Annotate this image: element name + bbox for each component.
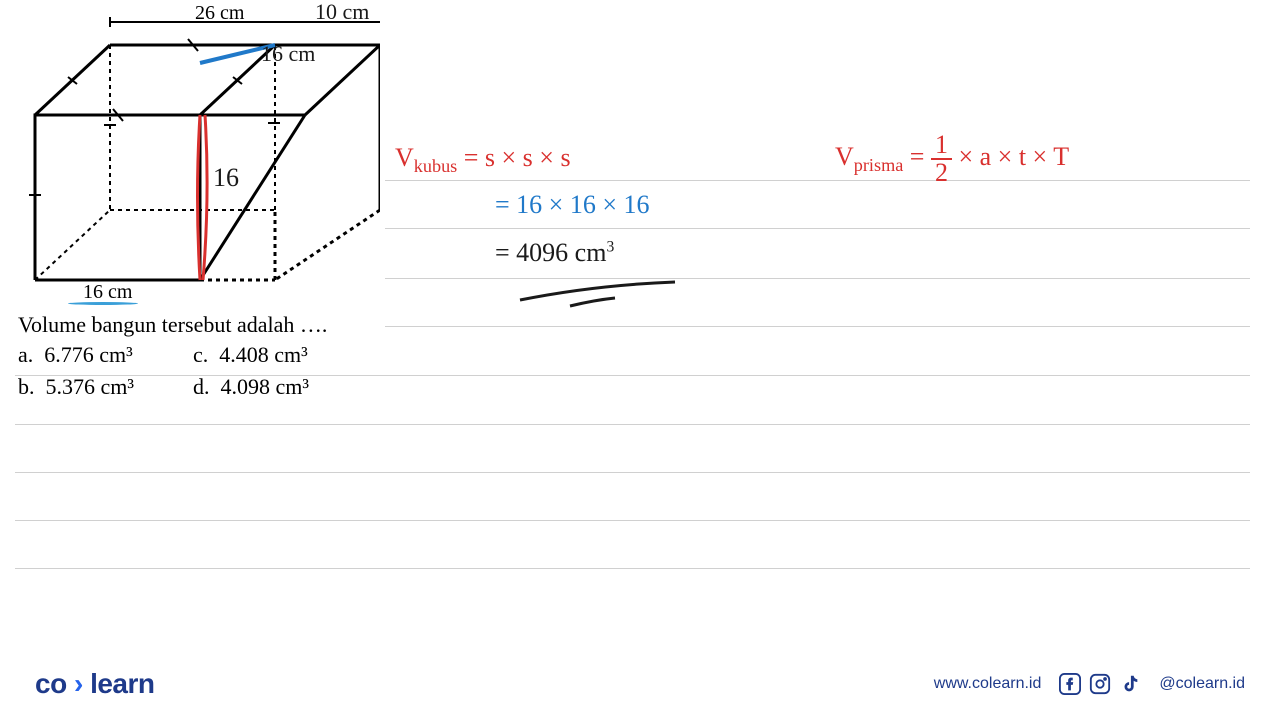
option-c-label: c.	[193, 342, 208, 367]
underline-16cm	[68, 302, 138, 305]
option-row-1: a. 6.776 cm³ c. 4.408 cm³	[18, 342, 309, 368]
flourish-underline	[515, 280, 685, 310]
option-a-label: a.	[18, 342, 33, 367]
option-d-value: 4.098 cm³	[221, 374, 309, 399]
social-handle: @colearn.id	[1159, 675, 1245, 693]
hw-line2: = 16 × 16 × 16	[495, 190, 650, 220]
footer-right: www.colearn.id @colearn.id	[934, 673, 1245, 695]
logo: co › learn	[35, 668, 155, 700]
answer-options: a. 6.776 cm³ c. 4.408 cm³ b. 5.376 cm³ d…	[18, 342, 309, 406]
label-16cm: 16 cm	[83, 281, 132, 304]
social-icons	[1059, 673, 1141, 695]
tiktok-icon	[1119, 673, 1141, 695]
option-a-value: 6.776 cm³	[44, 342, 132, 367]
website-url: www.colearn.id	[934, 675, 1042, 693]
hw-line3: = 4096 cm3	[495, 238, 614, 268]
instagram-icon	[1089, 673, 1111, 695]
hw-label-16: 16	[213, 163, 239, 193]
option-b-value: 5.376 cm³	[46, 374, 134, 399]
label-26cm: 26 cm	[195, 2, 244, 25]
logo-dot: ›	[67, 668, 90, 699]
option-row-2: b. 5.376 cm³ d. 4.098 cm³	[18, 374, 309, 400]
footer: co › learn www.colearn.id @colearn.id	[0, 668, 1280, 700]
hw-vkubus: Vkubus = s × s × s	[395, 143, 571, 177]
ruled-line	[15, 520, 1250, 521]
ruled-line	[15, 472, 1250, 473]
logo-learn: learn	[90, 668, 154, 699]
option-c-value: 4.408 cm³	[219, 342, 307, 367]
option-d-label: d.	[193, 374, 210, 399]
logo-co: co	[35, 668, 67, 699]
ruled-line	[15, 424, 1250, 425]
option-b-label: b.	[18, 374, 35, 399]
geometry-diagram: 26 cm 16 cm 10 cm 16 cm 16	[15, 5, 380, 295]
ruled-line	[15, 568, 1250, 569]
facebook-icon	[1059, 673, 1081, 695]
hw-vprisma: Vprisma = 12 × a × t × T	[835, 132, 1069, 186]
question-text: Volume bangun tersebut adalah ….	[18, 312, 327, 338]
hw-label-10cm: 10 cm	[315, 0, 369, 25]
hw-label-16cm-top: 16 cm	[261, 41, 315, 67]
